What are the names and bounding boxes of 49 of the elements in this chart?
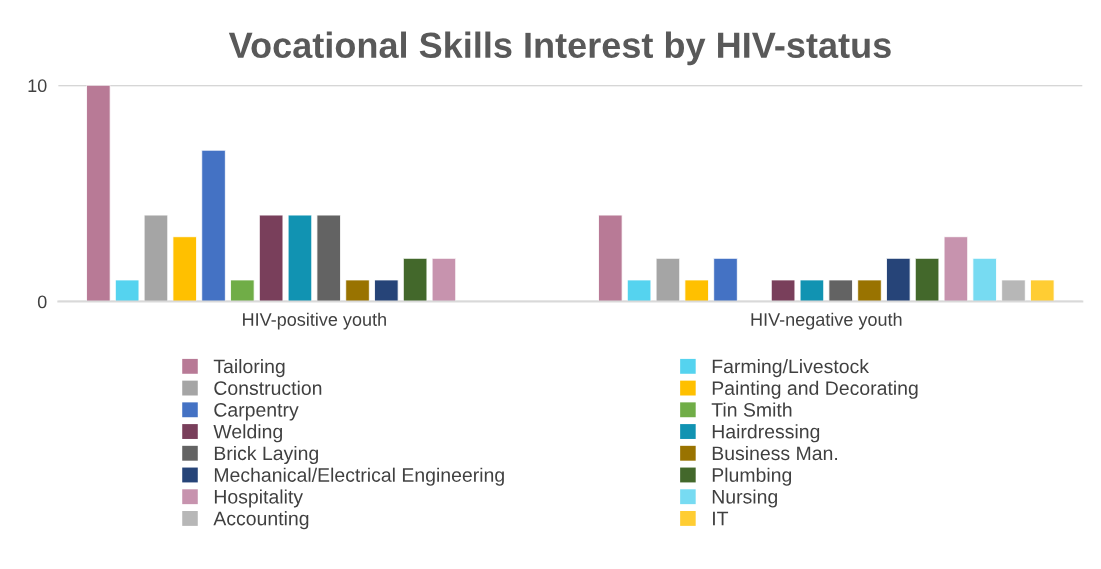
legend-label: Hospitality (214, 489, 303, 508)
bar (799, 279, 825, 302)
legend-label: Brick Laying (214, 445, 318, 465)
bar (201, 149, 226, 302)
legend-label: Painting and Decorating (712, 380, 918, 399)
legend-label: Welding (213, 424, 282, 443)
y-tick-label: 0 (37, 295, 47, 309)
bar (316, 214, 341, 302)
legend-label: Construction (214, 380, 322, 396)
bar (374, 279, 399, 302)
legend-label: Plumbing (712, 467, 792, 486)
legend-label: Tin Smith (711, 402, 792, 417)
chart-title: Vocational Skills Interest by HIV-status (228, 31, 891, 66)
legend-label: Tailoring (213, 359, 285, 378)
bar (258, 214, 284, 302)
x-tick-label: HIV-negative youth (751, 312, 902, 330)
legend-label: Nursing (712, 489, 777, 508)
bar (972, 257, 997, 302)
bar (626, 279, 652, 302)
legend-label: Business Man. (712, 445, 837, 461)
bar (655, 257, 681, 302)
legend-label: Carpentry (214, 402, 299, 421)
bar (431, 257, 457, 302)
legend-label: Farming/Livestock (712, 359, 870, 378)
legend-label: Accounting (213, 511, 309, 530)
legend-label: Mechanical/Electrical Engineering (214, 467, 504, 486)
bar (114, 279, 140, 302)
bar (857, 279, 882, 302)
bar (943, 236, 969, 302)
legend-label: IT (713, 511, 729, 526)
y-tick-label: 10 (28, 79, 47, 93)
bar (402, 257, 428, 302)
bar (713, 257, 738, 302)
legend-label: Hairdressing (712, 424, 820, 443)
x-tick-label: HIV-positive youth (243, 312, 386, 330)
bar (287, 214, 313, 302)
bar (828, 279, 853, 302)
bar (345, 279, 370, 302)
bar (143, 214, 169, 302)
bar (86, 85, 111, 302)
bar (684, 279, 709, 302)
bar (172, 236, 197, 302)
bar (598, 214, 623, 302)
bar (914, 257, 940, 302)
bar (886, 257, 911, 302)
bar (1001, 279, 1026, 302)
bar (1030, 279, 1055, 302)
bar (230, 279, 255, 302)
bar (770, 279, 796, 302)
